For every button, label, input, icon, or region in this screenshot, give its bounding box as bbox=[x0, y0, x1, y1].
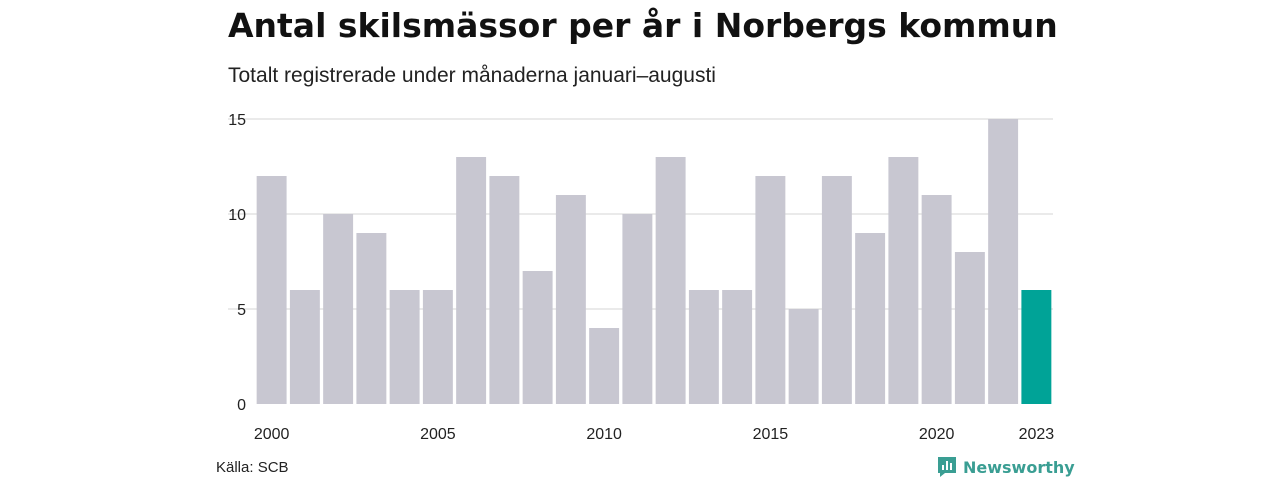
bar-2022 bbox=[988, 119, 1019, 404]
bar-2004 bbox=[389, 290, 420, 404]
x-tick-label: 2010 bbox=[586, 426, 622, 443]
y-axis-ticks: 0 5 10 15 bbox=[228, 112, 246, 414]
bar-2002 bbox=[323, 214, 354, 404]
bar-2006 bbox=[456, 157, 487, 404]
newsworthy-logo-text: Newsworthy bbox=[963, 457, 1075, 477]
bar-2021 bbox=[954, 252, 985, 404]
bar-2023 bbox=[1021, 290, 1052, 404]
x-tick-label: 2020 bbox=[919, 426, 955, 443]
x-tick-label: 2005 bbox=[420, 426, 456, 443]
bar-2011 bbox=[622, 214, 653, 404]
newsworthy-logo-icon bbox=[938, 457, 956, 477]
bar-2014 bbox=[722, 290, 753, 404]
y-tick-label: 15 bbox=[228, 112, 246, 129]
bar-2016 bbox=[788, 309, 819, 404]
bar-2005 bbox=[422, 290, 453, 404]
bar-2007 bbox=[489, 176, 520, 404]
bar-2018 bbox=[855, 233, 886, 404]
bar-2000 bbox=[256, 176, 287, 404]
bar-2013 bbox=[688, 290, 719, 404]
y-tick-label: 10 bbox=[228, 207, 246, 224]
bar-2009 bbox=[555, 195, 586, 404]
chart-title: Antal skilsmässor per år i Norbergs komm… bbox=[228, 6, 1058, 45]
source-note: Källa: SCB bbox=[216, 459, 289, 476]
x-axis-ticks: 2000 2005 2010 2015 2020 2023 bbox=[254, 426, 1054, 443]
bar-2019 bbox=[888, 157, 919, 404]
bar-2003 bbox=[356, 233, 387, 404]
bar-2001 bbox=[289, 290, 320, 404]
bar-2010 bbox=[589, 328, 620, 404]
bar-2017 bbox=[821, 176, 852, 404]
y-tick-label: 5 bbox=[237, 302, 246, 319]
newsworthy-logo: Newsworthy bbox=[937, 456, 1075, 478]
chart-subtitle: Totalt registrerade under månaderna janu… bbox=[228, 64, 716, 87]
x-tick-label: 2000 bbox=[254, 426, 290, 443]
bar-2015 bbox=[755, 176, 786, 404]
bar-2008 bbox=[522, 271, 553, 404]
bar-2020 bbox=[921, 195, 952, 404]
bars bbox=[256, 119, 1052, 404]
y-tick-label: 0 bbox=[237, 397, 246, 414]
bar-2012 bbox=[655, 157, 686, 404]
x-tick-label: 2015 bbox=[753, 426, 789, 443]
x-tick-label: 2023 bbox=[1019, 426, 1055, 443]
